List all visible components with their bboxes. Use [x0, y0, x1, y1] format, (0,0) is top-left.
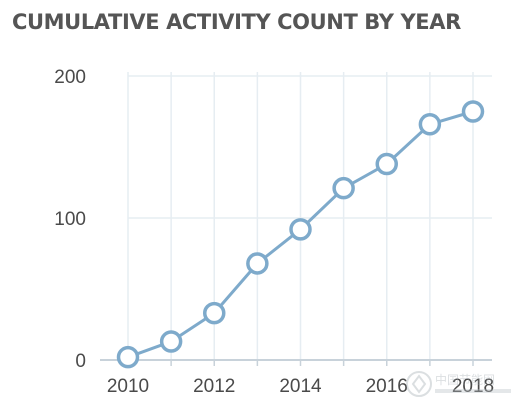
data-point	[246, 252, 269, 275]
axes	[100, 359, 492, 366]
x-tick-label: 2014	[279, 376, 322, 397]
watermark-text: 中国节能网	[435, 372, 495, 387]
data-point	[461, 100, 485, 123]
data-point	[159, 330, 183, 353]
x-tick-label: 2010	[107, 376, 149, 397]
data-point	[289, 218, 312, 241]
data-point	[203, 301, 226, 325]
y-tick-label: 200	[54, 67, 86, 88]
data-point	[116, 345, 140, 369]
series	[116, 100, 485, 369]
x-tick-label: 2016	[366, 376, 408, 397]
data-point	[332, 176, 355, 200]
y-tick-label: 100	[54, 209, 86, 230]
y-tick-label: 0	[75, 351, 86, 372]
data-point	[418, 113, 442, 136]
x-tick-label: 2012	[193, 376, 235, 397]
chart-title: CUMULATIVE ACTIVITY COUNT BY YEAR	[12, 10, 461, 34]
grid	[127, 72, 492, 360]
watermark-logo: 中国节能网	[406, 371, 511, 397]
data-point	[375, 152, 398, 176]
x-tick-label: 2018	[452, 376, 494, 397]
tick-labels: 0 100 200 2010 2012 2014 2016 2018	[54, 67, 494, 397]
